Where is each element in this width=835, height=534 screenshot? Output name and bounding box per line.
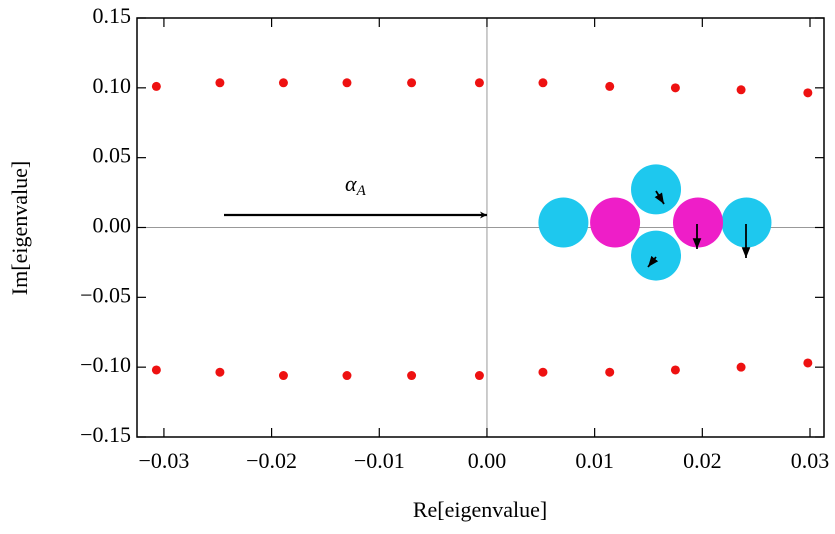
- x-tick-label: 0.01: [575, 448, 614, 473]
- point: [605, 367, 615, 377]
- point: [590, 197, 641, 248]
- y-axis-label: Im[eigenvalue]: [7, 161, 32, 295]
- x-tick-label: 0.03: [791, 448, 830, 473]
- y-tick-label: −0.05: [80, 282, 131, 307]
- point: [538, 197, 589, 248]
- point: [631, 164, 682, 215]
- point: [673, 197, 724, 248]
- point: [538, 78, 548, 88]
- point: [278, 371, 288, 381]
- x-tick-label: 0.00: [468, 448, 507, 473]
- point: [215, 367, 225, 377]
- point: [474, 371, 484, 381]
- x-axis-label: Re[eigenvalue]: [413, 497, 547, 522]
- small-arrow: [654, 190, 665, 205]
- point: [151, 365, 161, 375]
- y-tick-label: −0.15: [80, 422, 131, 447]
- point: [721, 197, 772, 248]
- x-tick-label: −0.01: [354, 448, 405, 473]
- annotation: αA: [345, 171, 367, 199]
- point: [278, 78, 288, 88]
- point: [736, 362, 746, 372]
- point: [736, 85, 746, 95]
- point: [342, 371, 352, 381]
- small-arrow: [647, 255, 659, 268]
- point: [670, 365, 680, 375]
- x-tick-label: −0.02: [246, 448, 297, 473]
- point: [407, 371, 417, 381]
- y-tick-label: 0.15: [93, 3, 132, 28]
- x-tick-label: 0.02: [683, 448, 722, 473]
- point: [538, 367, 548, 377]
- point: [631, 230, 682, 281]
- point: [803, 358, 813, 368]
- y-tick-label: 0.05: [93, 143, 132, 168]
- y-tick-label: 0.10: [93, 73, 132, 98]
- point: [215, 78, 225, 88]
- point: [474, 78, 484, 88]
- annotation-subscript: A: [356, 183, 367, 199]
- plot-frame: [136, 17, 825, 438]
- point: [670, 83, 680, 93]
- annotation-text: α: [345, 171, 357, 196]
- point: [151, 81, 161, 91]
- point: [803, 88, 813, 98]
- x-tick-label: −0.03: [138, 448, 189, 473]
- point: [605, 81, 615, 91]
- point: [342, 78, 352, 88]
- y-tick-label: −0.10: [80, 352, 131, 377]
- point: [407, 78, 417, 88]
- y-tick-label: 0.00: [93, 213, 132, 238]
